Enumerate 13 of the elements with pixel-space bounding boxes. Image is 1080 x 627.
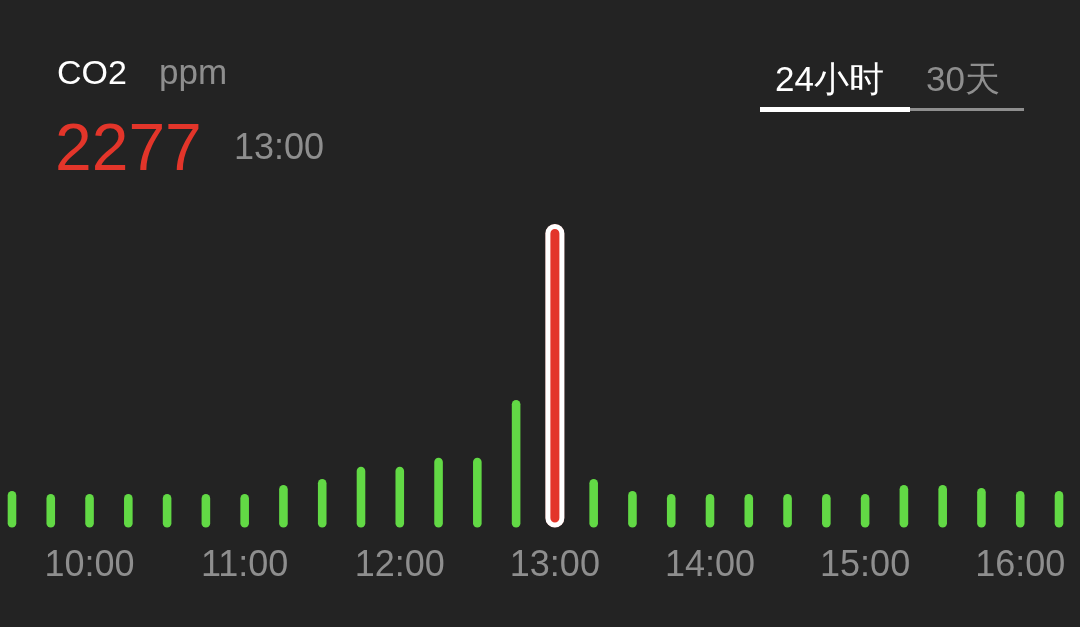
x-tick-label: 16:00 xyxy=(975,543,1066,584)
x-tick-label: 15:00 xyxy=(820,543,911,584)
annotation: 24小时 xyxy=(775,59,884,98)
annotation: ppm xyxy=(159,52,228,91)
annotation: 2277 xyxy=(55,110,202,184)
x-tick-label: 10:00 xyxy=(44,543,135,584)
x-tick-label: 13:00 xyxy=(509,543,600,584)
x-tick-label: 12:00 xyxy=(354,543,445,584)
x-tick-label: 14:00 xyxy=(664,543,756,584)
x-tick-label: 11:00 xyxy=(200,543,289,584)
title: CO2 xyxy=(57,53,127,91)
annotation: 30天 xyxy=(926,59,1000,98)
annotation: 13:00 xyxy=(234,126,325,167)
